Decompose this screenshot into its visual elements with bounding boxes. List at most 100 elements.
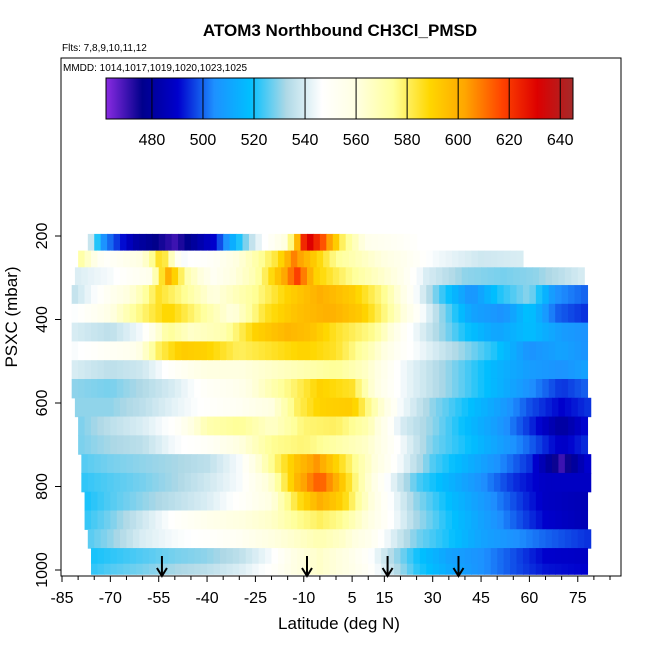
heatmap-cell xyxy=(213,435,221,455)
heatmap-cell xyxy=(558,397,566,418)
heatmap-cell xyxy=(355,322,363,343)
heatmap-cell xyxy=(207,563,215,575)
heatmap-cell xyxy=(548,285,556,305)
heatmap-cell xyxy=(481,529,489,549)
heatmap-cell xyxy=(252,491,260,512)
heatmap-cell xyxy=(397,267,405,286)
heatmap-cell xyxy=(477,303,485,324)
heatmap-cell xyxy=(571,267,579,286)
heatmap-cell xyxy=(271,435,279,455)
heatmap-cell xyxy=(145,472,153,493)
x-tick-label: 15 xyxy=(375,590,393,607)
dates-label: MMDD: 1014,1017,1019,1020,1023,1025 xyxy=(63,63,247,74)
heatmap-cell xyxy=(210,233,218,252)
heatmap-cell xyxy=(329,548,337,565)
heatmap-cell xyxy=(387,285,395,305)
heatmap-cell xyxy=(490,250,498,268)
heatmap-cell xyxy=(91,510,99,530)
heatmap-cell xyxy=(439,491,447,512)
heatmap-cell xyxy=(542,303,550,324)
heatmap-cell xyxy=(555,416,563,436)
heatmap-cell xyxy=(297,250,305,268)
heatmap-cell xyxy=(342,416,350,436)
heatmap-cell xyxy=(232,341,240,361)
heatmap-cell xyxy=(277,250,286,268)
heatmap-cell xyxy=(149,435,157,455)
heatmap-cell xyxy=(555,491,563,512)
heatmap-cell xyxy=(584,397,592,418)
heatmap-cell xyxy=(490,341,498,361)
heatmap-cell xyxy=(200,250,208,268)
heatmap-cell xyxy=(400,416,408,436)
heatmap-cell xyxy=(107,267,115,286)
heatmap-cell xyxy=(155,563,163,575)
heatmap-cell xyxy=(239,435,247,455)
heatmap-cell xyxy=(361,285,369,305)
heatmap-cell xyxy=(168,510,176,530)
heatmap-cell xyxy=(194,285,202,305)
heatmap-cell xyxy=(116,250,124,268)
heatmap-cell xyxy=(316,416,324,436)
heatmap-cell xyxy=(258,285,266,305)
heatmap-cell xyxy=(200,416,208,436)
x-axis-label: Latitude (deg N) xyxy=(278,614,400,633)
heatmap-cell xyxy=(258,491,266,512)
heatmap-cell xyxy=(194,416,202,436)
heatmap-cell xyxy=(120,233,128,252)
heatmap-cell xyxy=(236,233,244,252)
heatmap-cell xyxy=(252,322,260,343)
heatmap-cell xyxy=(194,303,202,324)
heatmap-cell xyxy=(477,416,485,436)
heatmap-cell xyxy=(168,322,176,343)
heatmap-cell xyxy=(239,563,247,575)
heatmap-cell xyxy=(232,285,240,305)
heatmap-cell xyxy=(542,563,550,575)
heatmap-cell xyxy=(522,378,531,399)
heatmap-cell xyxy=(149,285,157,305)
heatmap-cell xyxy=(448,267,456,286)
heatmap-cell xyxy=(439,322,447,343)
heatmap-cell xyxy=(265,360,273,380)
heatmap-cell xyxy=(184,454,192,474)
heatmap-cell xyxy=(207,322,215,343)
heatmap-cell xyxy=(574,360,582,380)
heatmap-cell xyxy=(458,435,466,455)
heatmap-cell xyxy=(468,397,476,418)
heatmap-cell xyxy=(219,341,227,361)
heatmap-cell xyxy=(103,548,111,565)
heatmap-cell xyxy=(255,233,263,252)
heatmap-cell xyxy=(522,322,531,343)
heatmap-cell xyxy=(271,285,279,305)
heatmap-cell xyxy=(142,322,150,343)
heatmap-cell xyxy=(168,250,176,268)
heatmap-cell xyxy=(290,303,298,324)
heatmap-cell xyxy=(323,491,331,512)
heatmap-cell xyxy=(252,378,260,399)
heatmap-cell xyxy=(242,233,250,252)
heatmap-cell xyxy=(390,267,398,286)
heatmap-cell xyxy=(155,378,163,399)
heatmap-cell xyxy=(136,322,144,343)
heatmap-cell xyxy=(252,563,260,575)
heatmap-cell xyxy=(232,491,240,512)
heatmap-cell xyxy=(506,454,514,474)
heatmap-cell xyxy=(113,472,121,493)
heatmap-cell xyxy=(239,378,247,399)
heatmap-cell xyxy=(290,435,298,455)
heatmap-cell xyxy=(239,510,247,530)
heatmap-cell xyxy=(477,378,485,399)
heatmap-cell xyxy=(303,303,311,324)
heatmap-cell xyxy=(255,472,263,493)
heatmap-cell xyxy=(371,267,379,286)
heatmap-cell xyxy=(216,472,224,493)
heatmap-cell xyxy=(210,267,218,286)
heatmap-cell xyxy=(452,416,460,436)
heatmap-cell xyxy=(190,267,198,286)
heatmap-cell xyxy=(91,435,99,455)
heatmap-cell xyxy=(574,491,582,512)
heatmap-cell xyxy=(471,435,479,455)
x-tick-label: 75 xyxy=(569,590,587,607)
heatmap-cell xyxy=(126,267,134,286)
heatmap-cell xyxy=(284,491,292,512)
heatmap-cell xyxy=(107,397,115,418)
